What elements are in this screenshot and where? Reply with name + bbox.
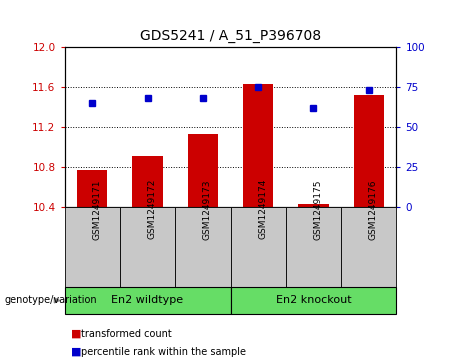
Text: GSM1249171: GSM1249171 — [92, 179, 101, 240]
Text: GSM1249174: GSM1249174 — [258, 179, 267, 240]
Text: ■: ■ — [71, 329, 82, 339]
Title: GDS5241 / A_51_P396708: GDS5241 / A_51_P396708 — [140, 29, 321, 44]
Text: GSM1249172: GSM1249172 — [148, 179, 157, 240]
Text: GSM1249175: GSM1249175 — [313, 179, 323, 240]
Text: En2 knockout: En2 knockout — [276, 295, 351, 305]
Bar — [286, 207, 341, 287]
Text: GSM1249176: GSM1249176 — [369, 179, 378, 240]
Text: GSM1249173: GSM1249173 — [203, 179, 212, 240]
Text: transformed count: transformed count — [81, 329, 171, 339]
Bar — [175, 207, 230, 287]
Bar — [341, 207, 396, 287]
Bar — [243, 84, 273, 207]
Bar — [120, 207, 175, 287]
Bar — [65, 287, 230, 314]
Bar — [77, 170, 107, 207]
Bar — [354, 95, 384, 207]
Bar — [132, 156, 163, 207]
Text: ■: ■ — [71, 347, 82, 357]
Bar — [298, 204, 329, 207]
Text: En2 wildtype: En2 wildtype — [112, 295, 183, 305]
Bar — [230, 207, 286, 287]
Bar — [188, 134, 218, 207]
Bar — [65, 207, 120, 287]
Text: genotype/variation: genotype/variation — [5, 295, 97, 305]
Bar — [230, 287, 396, 314]
Text: percentile rank within the sample: percentile rank within the sample — [81, 347, 246, 357]
